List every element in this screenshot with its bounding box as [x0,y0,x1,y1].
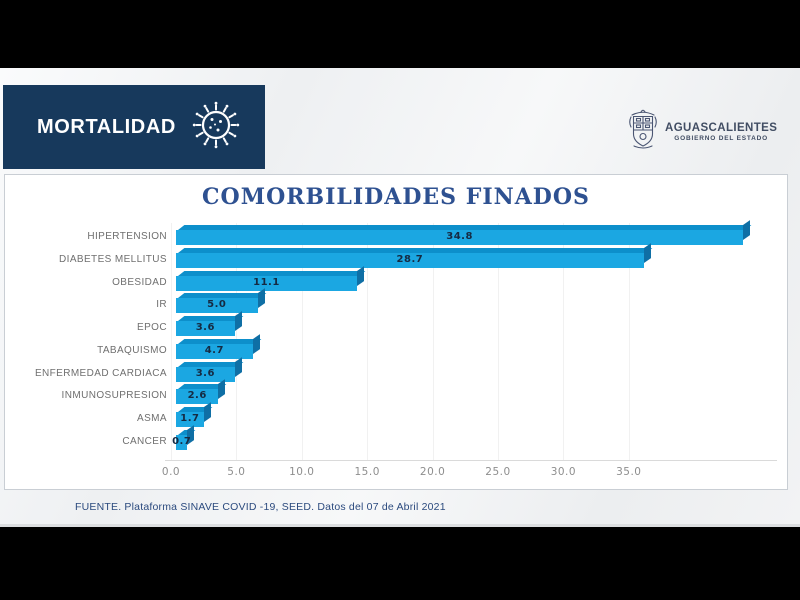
bar-row: TABAQUISMO 4.7 [5,342,787,359]
bar-value-label: 4.7 [204,344,224,356]
category-label: HIPERTENSION [87,231,167,242]
category-label: OBESIDAD [112,276,167,288]
mortality-header-block: MORTALIDAD [3,85,265,169]
state-subtitle: GOBIERNO DEL ESTADO [674,134,768,142]
bar-value-label: 34.8 [446,231,473,242]
bar-value-label: 1.7 [180,413,200,424]
gridline [563,223,565,460]
bar-row: INMUNOSUPRESION 2.6 [5,387,787,405]
x-axis-tick-label: 30.0 [550,466,577,478]
category-label: CANCER [122,435,167,447]
bar-value-label: 28.7 [396,253,424,265]
bar: 5.0 [176,298,258,314]
x-axis-line [165,460,777,461]
bar: 11.1 [176,275,357,291]
bar: 3.6 [176,366,235,382]
x-axis-tick-label: 0.0 [161,466,181,478]
x-axis-tick-label: 35.0 [616,466,642,478]
category-label: INMUNOSUPRESION [61,390,167,402]
x-axis-tick-label: 5.0 [227,466,246,478]
gridline [367,223,369,460]
source-note: FUENTE. Plataforma SINAVE COVID -19, SEE… [75,501,446,513]
bar: 3.6 [176,321,235,336]
gridline [301,223,303,460]
gridline [498,223,499,460]
bar-row: IR 5.0 [5,296,787,314]
bar: 28.7 [176,252,644,268]
state-name: AGUASCALIENTES [665,121,778,134]
bar-row: OBESIDAD 11.1 [5,274,787,291]
gridline [171,223,172,460]
category-label: ENFERMEDAD CARDIACA [34,367,167,379]
bar-row: CANCER 0.7 [5,433,787,450]
bar: 0.7 [172,434,191,450]
x-axis-tick-label: 25.0 [485,466,511,478]
category-label: DIABETES MELLITUS [59,253,167,265]
bar: 2.6 [176,389,219,405]
bar-value-label: 11.1 [253,276,280,288]
bar-value-label: 3.6 [195,322,215,333]
bar-value-label: 5.0 [207,299,227,311]
header-title: MORTALIDAD [37,115,176,138]
chart-title: COMORBILIDADES FINADOS [202,184,590,210]
bar-row: ENFERMEDAD CARDIACA 3.6 [5,365,787,382]
government-logo: AGUASCALIENTES GOBIERNO DEL ESTADO [628,108,777,155]
bar-chart: 0.0 5.0 10.0 15.0 20.0 25.0 30.0 35.0 HIPERTENSI… [5,223,787,489]
gridline [432,223,434,460]
x-axis-tick-label: 20.0 [419,466,446,478]
bar-value-label: 3.6 [195,367,215,379]
bar-row: HIPERTENSION 34.8 [5,228,787,245]
category-label: TABAQUISMO [97,344,167,356]
bar-row: ASMA 1.7 [5,410,787,427]
bar-value-label: 0.7 [172,435,192,447]
category-label: EPOC [137,322,167,333]
bar: 1.7 [176,412,204,427]
bar-value-label: 2.6 [187,390,207,402]
x-axis-tick-label: 15.0 [354,466,380,478]
x-axis-tick-label: 10.0 [289,466,315,478]
bar: 4.7 [176,343,253,359]
slide: MORTALIDAD [0,68,800,527]
category-label: IR [156,299,167,311]
virus-icon [190,99,242,156]
government-logo-text: AGUASCALIENTES GOBIERNO DEL ESTADO [665,122,777,142]
bar: 34.8 [176,230,744,245]
bar-row: EPOC 3.6 [5,319,787,336]
category-label: ASMA [137,413,167,424]
chart-panel: COMORBILIDADES FINADOS 0.0 5.0 10.0 15.0 20.… [4,174,788,490]
gridline [628,223,630,460]
state-coat-of-arms [628,108,658,155]
bar-row: DIABETES MELLITUS 28.7 [5,251,787,268]
